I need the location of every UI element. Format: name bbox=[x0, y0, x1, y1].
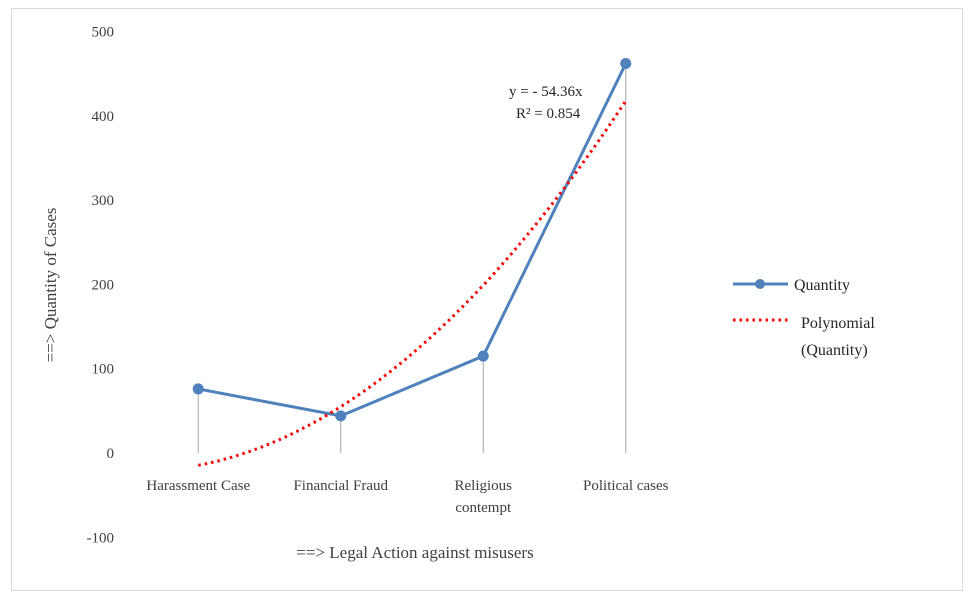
y-tick-label: 100 bbox=[92, 362, 115, 378]
x-tick-label: Financial Fraud bbox=[293, 478, 388, 494]
series-marker bbox=[335, 410, 347, 422]
y-axis-title: ==> Quantity of Cases bbox=[41, 208, 60, 363]
drop-lines bbox=[197, 63, 627, 453]
legend-label-polynomial-line1: Polynomial bbox=[801, 315, 875, 332]
legend: Quantity Polynomial (Quantity) bbox=[733, 277, 875, 359]
y-tick-label: 0 bbox=[107, 446, 115, 462]
x-axis-category-labels: Harassment Case Financial Fraud Religious c… bbox=[146, 478, 668, 516]
x-tick-label: Political cases bbox=[583, 478, 669, 494]
legend-label-quantity: Quantity bbox=[794, 277, 850, 294]
trendline-equation: y = - 54.36x bbox=[509, 84, 583, 100]
trendline-r-squared: R² = 0.854 bbox=[516, 106, 581, 122]
y-tick-label: 400 bbox=[92, 109, 115, 125]
x-tick-label: Harassment Case bbox=[146, 478, 250, 494]
series-markers bbox=[192, 58, 632, 422]
x-tick-label: Religious contempt bbox=[454, 478, 512, 516]
trendline-polynomial bbox=[198, 100, 628, 467]
legend-marker-quantity bbox=[755, 279, 765, 289]
y-tick-label: 200 bbox=[92, 277, 115, 293]
series-marker bbox=[192, 383, 204, 395]
series-marker bbox=[477, 350, 489, 362]
y-tick-label: -100 bbox=[87, 530, 115, 546]
series-line-quantity bbox=[197, 62, 628, 418]
y-tick-label: 500 bbox=[92, 25, 115, 41]
legend-label-polynomial-line2: (Quantity) bbox=[801, 342, 868, 359]
x-axis-title: ==> Legal Action against misusers bbox=[296, 543, 533, 562]
series-marker bbox=[620, 58, 632, 70]
chart-frame bbox=[11, 8, 963, 591]
y-axis-ticks: -100 0 100 200 300 400 500 bbox=[87, 25, 115, 547]
y-tick-label: 300 bbox=[92, 193, 115, 209]
